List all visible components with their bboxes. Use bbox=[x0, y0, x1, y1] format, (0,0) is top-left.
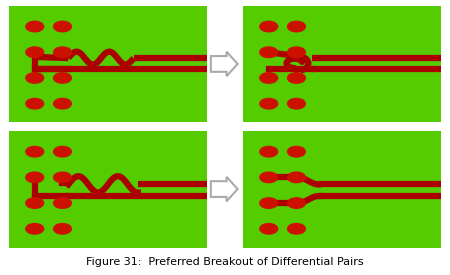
Circle shape bbox=[260, 73, 278, 83]
Circle shape bbox=[26, 198, 44, 208]
Circle shape bbox=[54, 98, 72, 109]
Circle shape bbox=[288, 224, 306, 234]
FancyArrow shape bbox=[211, 52, 238, 76]
Circle shape bbox=[260, 224, 278, 234]
Circle shape bbox=[260, 172, 278, 183]
Circle shape bbox=[288, 98, 306, 109]
Circle shape bbox=[288, 172, 306, 183]
Circle shape bbox=[260, 21, 278, 32]
Circle shape bbox=[260, 98, 278, 109]
Circle shape bbox=[54, 198, 72, 208]
Circle shape bbox=[54, 172, 72, 183]
Circle shape bbox=[54, 47, 72, 57]
Circle shape bbox=[54, 73, 72, 83]
Circle shape bbox=[54, 224, 72, 234]
Circle shape bbox=[288, 198, 306, 208]
Circle shape bbox=[26, 47, 44, 57]
Circle shape bbox=[260, 47, 278, 57]
Circle shape bbox=[260, 198, 278, 208]
Circle shape bbox=[54, 21, 72, 32]
Circle shape bbox=[26, 21, 44, 32]
Circle shape bbox=[26, 172, 44, 183]
Circle shape bbox=[260, 146, 278, 157]
Circle shape bbox=[54, 146, 72, 157]
Circle shape bbox=[26, 73, 44, 83]
Circle shape bbox=[26, 224, 44, 234]
Circle shape bbox=[26, 146, 44, 157]
Text: Figure 31:  Preferred Breakout of Differential Pairs: Figure 31: Preferred Breakout of Differe… bbox=[86, 257, 364, 267]
Circle shape bbox=[288, 73, 306, 83]
Circle shape bbox=[288, 47, 306, 57]
Circle shape bbox=[288, 146, 306, 157]
FancyArrow shape bbox=[211, 177, 238, 201]
Circle shape bbox=[288, 21, 306, 32]
Circle shape bbox=[26, 98, 44, 109]
